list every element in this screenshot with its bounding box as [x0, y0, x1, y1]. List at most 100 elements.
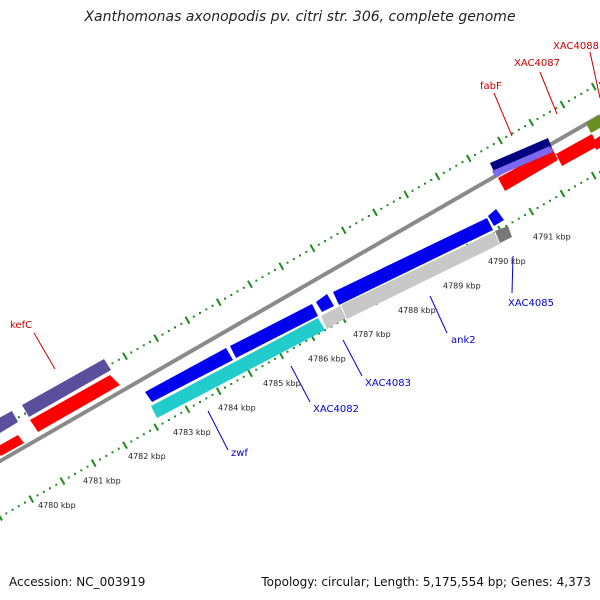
- connector-xac4085: [511, 255, 514, 294]
- inner-minor-tick: [67, 476, 70, 479]
- outer-minor-tick: [17, 416, 20, 419]
- inner-minor-tick: [536, 206, 539, 209]
- outer-minor-tick: [555, 107, 558, 110]
- gene-arrow-blue-xac4083: [333, 218, 493, 305]
- outer-minor-tick: [455, 164, 458, 167]
- outer-minor-tick: [224, 297, 226, 300]
- inner-minor-tick: [549, 199, 551, 202]
- inner-minor-tick: [130, 440, 133, 443]
- outer-major-tick: [340, 226, 347, 235]
- map-title: Xanthomonas axonopodis pv. citri str. 30…: [84, 9, 516, 25]
- gene-label-zwf: zwf: [231, 448, 248, 459]
- outer-minor-tick: [230, 294, 233, 296]
- gene-arrow-red-fabf: [498, 148, 558, 191]
- outer-major-tick: [122, 352, 128, 361]
- outer-minor-tick: [167, 330, 170, 332]
- scale-label: 4784 kbp: [218, 403, 256, 412]
- outer-major-tick: [372, 208, 378, 217]
- outer-minor-tick: [536, 117, 539, 120]
- outer-minor-tick: [461, 161, 464, 164]
- gene-label-xac4082: XAC4082: [313, 404, 359, 415]
- outer-minor-tick: [136, 347, 139, 350]
- inner-minor-tick: [236, 379, 239, 382]
- connector-xac4087: [539, 71, 558, 115]
- scale-label: 4790 kbp: [488, 257, 526, 266]
- outer-minor-tick: [180, 322, 183, 325]
- outer-major-tick: [559, 100, 566, 109]
- inner-minor-tick: [105, 454, 108, 457]
- inner-minor-tick: [224, 386, 226, 389]
- outer-minor-tick: [486, 146, 489, 149]
- connector-xac4083: [342, 339, 363, 377]
- inner-minor-tick: [292, 347, 295, 350]
- outer-minor-tick: [367, 215, 370, 217]
- outer-minor-tick: [492, 143, 495, 146]
- scale-label: 4781 kbp: [83, 477, 121, 486]
- inner-minor-tick: [574, 185, 576, 188]
- inner-minor-tick: [267, 361, 270, 364]
- outer-minor-tick: [274, 268, 276, 271]
- inner-minor-tick: [199, 401, 201, 403]
- outer-minor-tick: [205, 308, 208, 311]
- outer-minor-tick: [449, 168, 451, 171]
- inner-minor-tick: [205, 397, 208, 400]
- outer-minor-tick: [336, 232, 339, 235]
- inner-minor-tick: [111, 451, 114, 454]
- gene-arrow-navy-fabf: [490, 138, 552, 172]
- forward-strand-genes: [0, 115, 600, 456]
- inner-minor-tick: [49, 487, 51, 490]
- scale-label: 4786 kbp: [308, 355, 346, 364]
- inner-minor-tick: [80, 469, 83, 472]
- inner-minor-tick: [517, 217, 520, 220]
- outer-minor-tick: [305, 250, 308, 253]
- outer-major-tick: [434, 172, 441, 181]
- outer-minor-tick: [505, 135, 508, 138]
- gene-arrow-red-xac4088: [594, 136, 600, 150]
- inner-minor-tick: [255, 368, 258, 371]
- outer-minor-tick: [524, 125, 526, 128]
- outer-minor-tick: [330, 236, 333, 239]
- gene-arrow-lavender: [492, 146, 553, 177]
- inner-minor-tick: [274, 357, 276, 360]
- gene-arrow-red-kefc: [30, 375, 120, 432]
- outer-minor-tick: [424, 182, 426, 185]
- inner-minor-tick: [242, 375, 245, 378]
- scale-label: 4780 kbp: [38, 501, 76, 510]
- inner-minor-tick: [580, 181, 583, 184]
- inner-minor-tick: [261, 365, 264, 368]
- outer-minor-tick: [361, 218, 364, 221]
- outer-major-tick: [247, 280, 253, 289]
- inner-minor-tick: [167, 419, 170, 421]
- outer-major-tick: [528, 118, 535, 127]
- outer-minor-tick: [586, 89, 589, 92]
- scale-label: 4789 kbp: [443, 281, 481, 290]
- inner-minor-tick: [99, 458, 101, 461]
- inner-tick-row: [0, 171, 600, 521]
- inner-major-tick: [559, 189, 566, 198]
- inner-major-tick: [28, 495, 35, 503]
- outer-minor-tick: [255, 279, 258, 282]
- connector-xac4088: [589, 51, 600, 99]
- outer-minor-tick: [149, 340, 151, 343]
- inner-minor-tick: [286, 350, 289, 353]
- inner-minor-tick: [36, 494, 39, 497]
- outer-minor-tick: [474, 153, 476, 156]
- gene-arrow-blue-xac4082: [230, 304, 318, 358]
- outer-major-tick: [403, 190, 410, 199]
- inner-minor-tick: [142, 433, 145, 436]
- outer-minor-tick: [292, 258, 295, 261]
- outer-major-tick: [590, 82, 597, 91]
- outer-major-tick: [278, 262, 285, 271]
- outer-minor-tick: [261, 276, 264, 279]
- inner-major-tick: [184, 405, 191, 414]
- gene-arrow-slate-2: [22, 359, 111, 417]
- outer-minor-tick: [161, 333, 164, 336]
- gene-label-xac4083: XAC4083: [365, 378, 411, 389]
- outer-minor-tick: [417, 186, 420, 189]
- outer-minor-tick: [117, 358, 120, 361]
- gene-arrow-olive: [586, 115, 600, 133]
- accession-text: Accession: NC_003919: [9, 575, 146, 589]
- outer-major-tick: [465, 154, 472, 163]
- outer-minor-tick: [542, 114, 545, 117]
